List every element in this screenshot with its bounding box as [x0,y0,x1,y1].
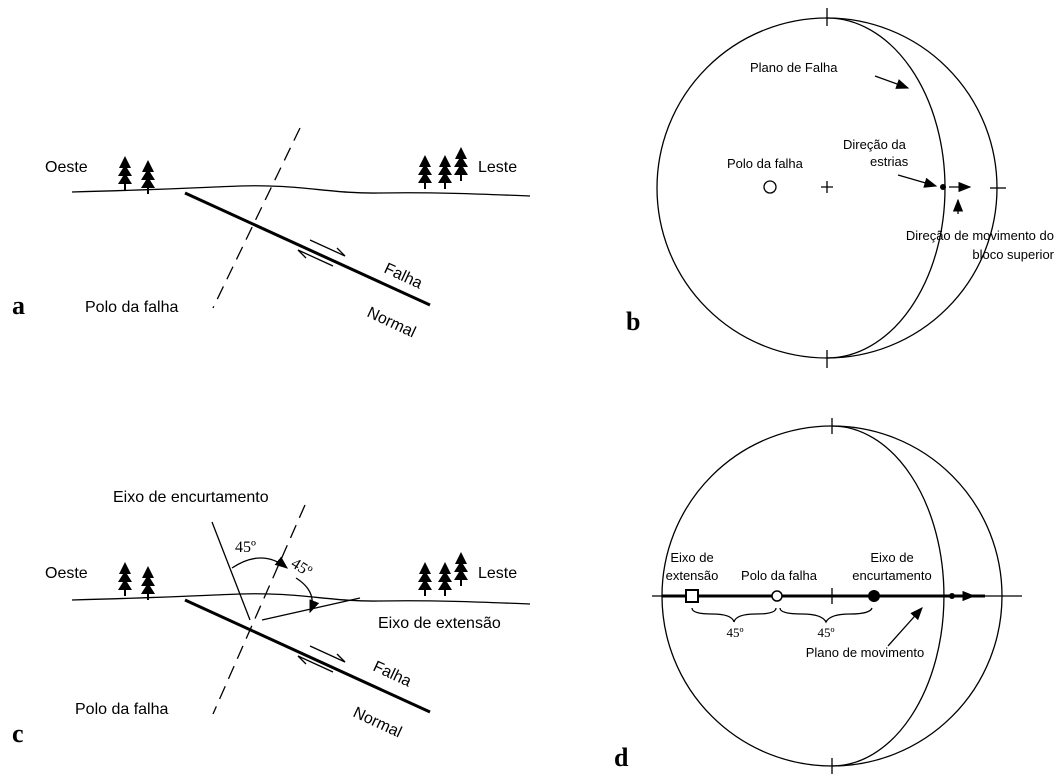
pole-line [213,505,305,714]
label: Polo da falha [75,701,169,718]
label: Direção da [843,137,907,152]
brace [692,608,776,622]
fault-line [185,193,430,305]
angle-arc [232,558,287,568]
tree [118,156,132,190]
tree [418,562,432,596]
tree [438,562,452,596]
label: encurtamento [852,568,932,583]
tree [418,155,432,189]
label: Direção de movimento do [906,228,1054,243]
angle-arc [296,578,312,612]
extension-point [686,590,698,602]
shortening-point [868,590,880,602]
tree [118,562,132,596]
fault-plane [827,18,945,358]
panel-letter: a [12,291,25,320]
ground [72,594,530,604]
panel-c: Eixo de encurtamento 45º 45º Oeste Leste… [12,489,530,748]
label: Eixo de encurtamento [113,489,269,506]
label: Normal [364,304,418,341]
label: Polo da falha [741,568,818,583]
label: Falha [381,260,425,292]
label: Plano de movimento [806,645,925,660]
panel-a: Oeste Leste Polo da falha Falha Normal a [12,128,530,341]
angle-label: 45º [817,625,834,640]
label: Oeste [45,159,88,176]
label: Leste [478,565,517,582]
panel-b: Plano de Falha Direção da estrias Polo d… [626,8,1055,368]
pole [764,181,776,193]
label: Polo da falha [727,156,804,171]
striae-point [940,184,946,190]
label: Leste [478,159,517,176]
pointer [875,76,908,88]
angle-label: 45º [726,625,743,640]
label: Eixo de [670,550,713,565]
panel-letter: d [614,743,629,772]
pointer [888,608,922,646]
tree [141,566,155,600]
striae-point [949,593,955,599]
label: estrias [870,154,909,169]
center [821,181,833,193]
label: Eixo de [870,550,913,565]
brace [780,608,872,622]
panel-letter: c [12,719,24,748]
tree [454,552,468,586]
shortening-axis [212,522,250,620]
panel-d: Eixo de extensão Polo da falha Eixo de e… [614,418,1022,774]
page: {"panel_a": {"letter": "a", "west": "Oes… [0,0,1058,776]
pole [772,591,782,601]
tree [438,155,452,189]
label: extensão [666,568,719,583]
pole-line [213,128,300,308]
label: Polo da falha [85,299,179,316]
label: Eixo de extensão [378,615,501,632]
label: Falha [370,658,414,690]
tree [454,147,468,181]
figure: Oeste Leste Polo da falha Falha Normal a… [0,0,1058,776]
label: Normal [350,704,404,741]
panel-letter: b [626,307,640,336]
angle-label: 45º [235,539,256,556]
pointer [898,175,936,186]
ground [72,186,530,196]
angle-label: 45º [288,555,315,581]
label: Oeste [45,565,88,582]
label: Plano de Falha [750,60,838,75]
label: bloco superior [972,247,1054,262]
